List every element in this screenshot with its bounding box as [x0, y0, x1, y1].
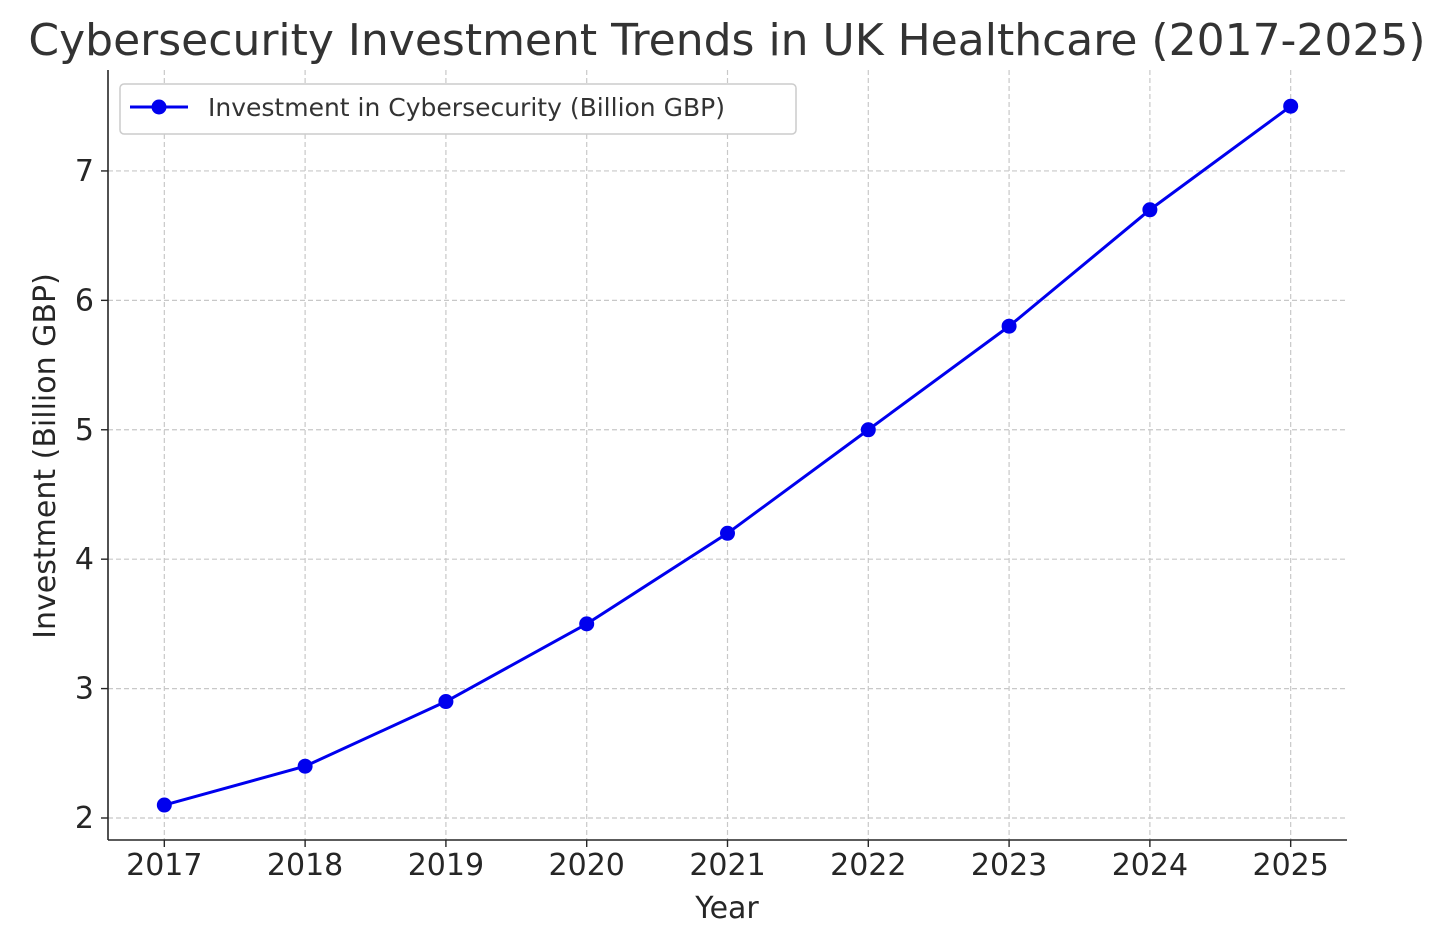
x-tick-label: 2020 [549, 848, 625, 883]
data-point [720, 525, 735, 541]
legend-box [119, 83, 797, 135]
data-point [438, 694, 454, 710]
legend-label: Investment in Cybersecurity (Billion GBP… [208, 93, 725, 122]
x-tick-label: 2019 [408, 848, 484, 883]
x-tick-label: 2021 [689, 848, 765, 883]
x-tick-label: 2025 [1253, 848, 1329, 883]
y-axis-title: Investment (Billion GBP) [28, 273, 63, 639]
x-axis-title: Year [694, 891, 759, 926]
x-tick-label: 2024 [1112, 848, 1188, 883]
data-point [1283, 98, 1299, 114]
legend: Investment in Cybersecurity (Billion GBP… [119, 83, 797, 135]
data-point [1142, 202, 1158, 218]
data-point [1001, 318, 1017, 334]
axes [101, 70, 1347, 847]
y-tick-label: 2 [75, 801, 94, 836]
data-point [579, 616, 595, 632]
y-tick-label: 6 [75, 283, 94, 318]
x-tick-label: 2023 [971, 848, 1047, 883]
x-tick-label: 2018 [267, 848, 343, 883]
chart-title: Cybersecurity Investment Trends in UK He… [28, 15, 1425, 66]
y-tick-label: 5 [75, 413, 94, 448]
tick-labels: 2017 2018 2019 2020 2021 2022 2023 2024 2025 2 3 4 5… [75, 154, 1329, 883]
data-point [297, 758, 313, 774]
series [156, 98, 1299, 813]
x-tick-label: 2017 [126, 848, 202, 883]
y-tick-label: 3 [75, 672, 94, 707]
data-point [860, 422, 876, 438]
grid [108, 70, 1347, 840]
y-tick-label: 4 [75, 542, 94, 577]
data-point [156, 797, 172, 813]
x-tick-label: 2022 [830, 848, 906, 883]
legend-marker-swatch [151, 99, 167, 115]
y-tick-label: 7 [75, 154, 94, 189]
